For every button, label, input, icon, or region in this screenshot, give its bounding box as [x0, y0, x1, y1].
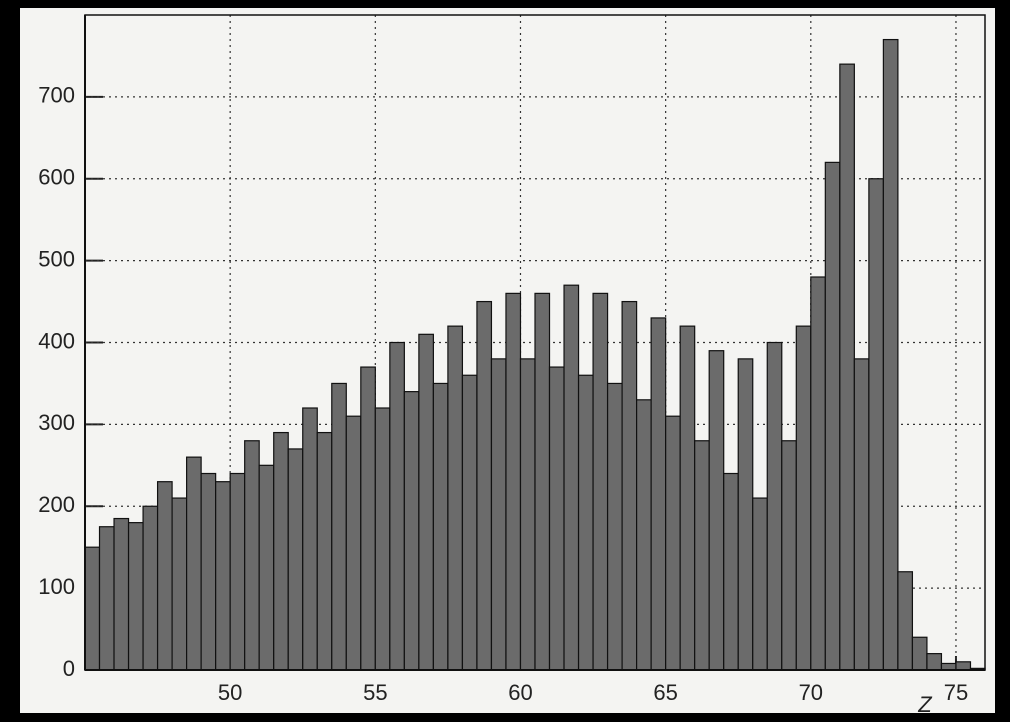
histogram-bar	[882, 38, 899, 671]
histogram-bar	[84, 546, 101, 671]
histogram-bar	[490, 358, 507, 671]
y-tick-label: 200	[38, 492, 75, 517]
histogram-bar	[273, 431, 289, 671]
histogram-bar	[142, 505, 159, 671]
histogram-bar	[360, 366, 376, 671]
histogram-bar	[621, 300, 638, 671]
x-tick-label: 65	[653, 680, 677, 705]
x-tick-label: 60	[508, 680, 532, 705]
histogram-bar	[156, 481, 173, 671]
histogram-bar	[476, 300, 493, 671]
histogram-bar	[636, 399, 652, 671]
histogram-bar	[519, 358, 536, 671]
histogram-bar	[752, 497, 768, 671]
histogram-bar	[432, 382, 449, 671]
histogram-bar	[215, 481, 231, 671]
histogram-bar	[781, 440, 797, 671]
histogram-bar	[606, 382, 623, 671]
histogram-bar	[911, 636, 928, 671]
histogram-bar	[186, 456, 202, 671]
histogram-bar	[824, 161, 841, 671]
y-tick-label: 300	[38, 410, 75, 435]
histogram-bar	[868, 178, 884, 671]
y-tick-label: 400	[38, 328, 75, 353]
histogram-bar	[244, 440, 260, 671]
histogram-bar	[229, 472, 246, 671]
histogram-bar	[418, 333, 434, 671]
y-tick-label: 100	[38, 574, 75, 599]
histogram-bar	[737, 358, 754, 671]
histogram-bar	[403, 391, 420, 671]
histogram-bar	[548, 366, 565, 671]
y-tick-label: 500	[38, 246, 75, 271]
x-tick-label: 75	[944, 680, 968, 705]
histogram-bar	[708, 350, 725, 671]
y-tick-label: 0	[63, 656, 75, 681]
x-axis-label: Z	[917, 692, 933, 717]
histogram-bar	[853, 358, 870, 671]
histogram-bar	[577, 374, 594, 671]
histogram-bar	[534, 292, 551, 671]
histogram-bar	[258, 464, 275, 671]
histogram-bar	[766, 341, 783, 671]
histogram-bar	[113, 517, 130, 671]
histogram-bar	[563, 284, 580, 671]
histogram-bar	[897, 571, 914, 671]
histogram-bar	[926, 653, 943, 671]
histogram-bar	[810, 276, 826, 671]
histogram-bar	[650, 317, 667, 671]
y-tick-label: 700	[38, 83, 75, 108]
histogram-bar	[302, 407, 318, 671]
histogram-bar	[839, 63, 855, 671]
histogram-bar	[127, 522, 144, 671]
histogram-bar	[795, 325, 812, 671]
histogram-bar	[98, 526, 115, 671]
histogram-bar	[345, 415, 362, 671]
histogram-bar	[592, 292, 609, 671]
x-tick-label: 50	[218, 680, 242, 705]
histogram-bar	[679, 325, 696, 671]
histogram-bar	[461, 374, 478, 671]
plot-frame	[84, 14, 986, 671]
x-tick-label: 55	[363, 680, 387, 705]
histogram-bar	[955, 661, 972, 671]
histogram-bar	[287, 448, 304, 671]
histogram-bar	[505, 292, 522, 671]
histogram-bar	[331, 382, 347, 671]
histogram-bar	[171, 497, 188, 671]
histogram-bar	[374, 407, 391, 671]
histogram-bar	[694, 440, 710, 671]
x-tick-label: 70	[799, 680, 823, 705]
histogram-bar	[665, 415, 681, 671]
histogram-bar	[723, 472, 739, 671]
y-tick-label: 600	[38, 165, 75, 190]
histogram-bar	[316, 431, 333, 671]
histogram-bar	[389, 341, 405, 671]
histogram-bar	[200, 472, 217, 671]
histogram-bar	[447, 325, 464, 671]
